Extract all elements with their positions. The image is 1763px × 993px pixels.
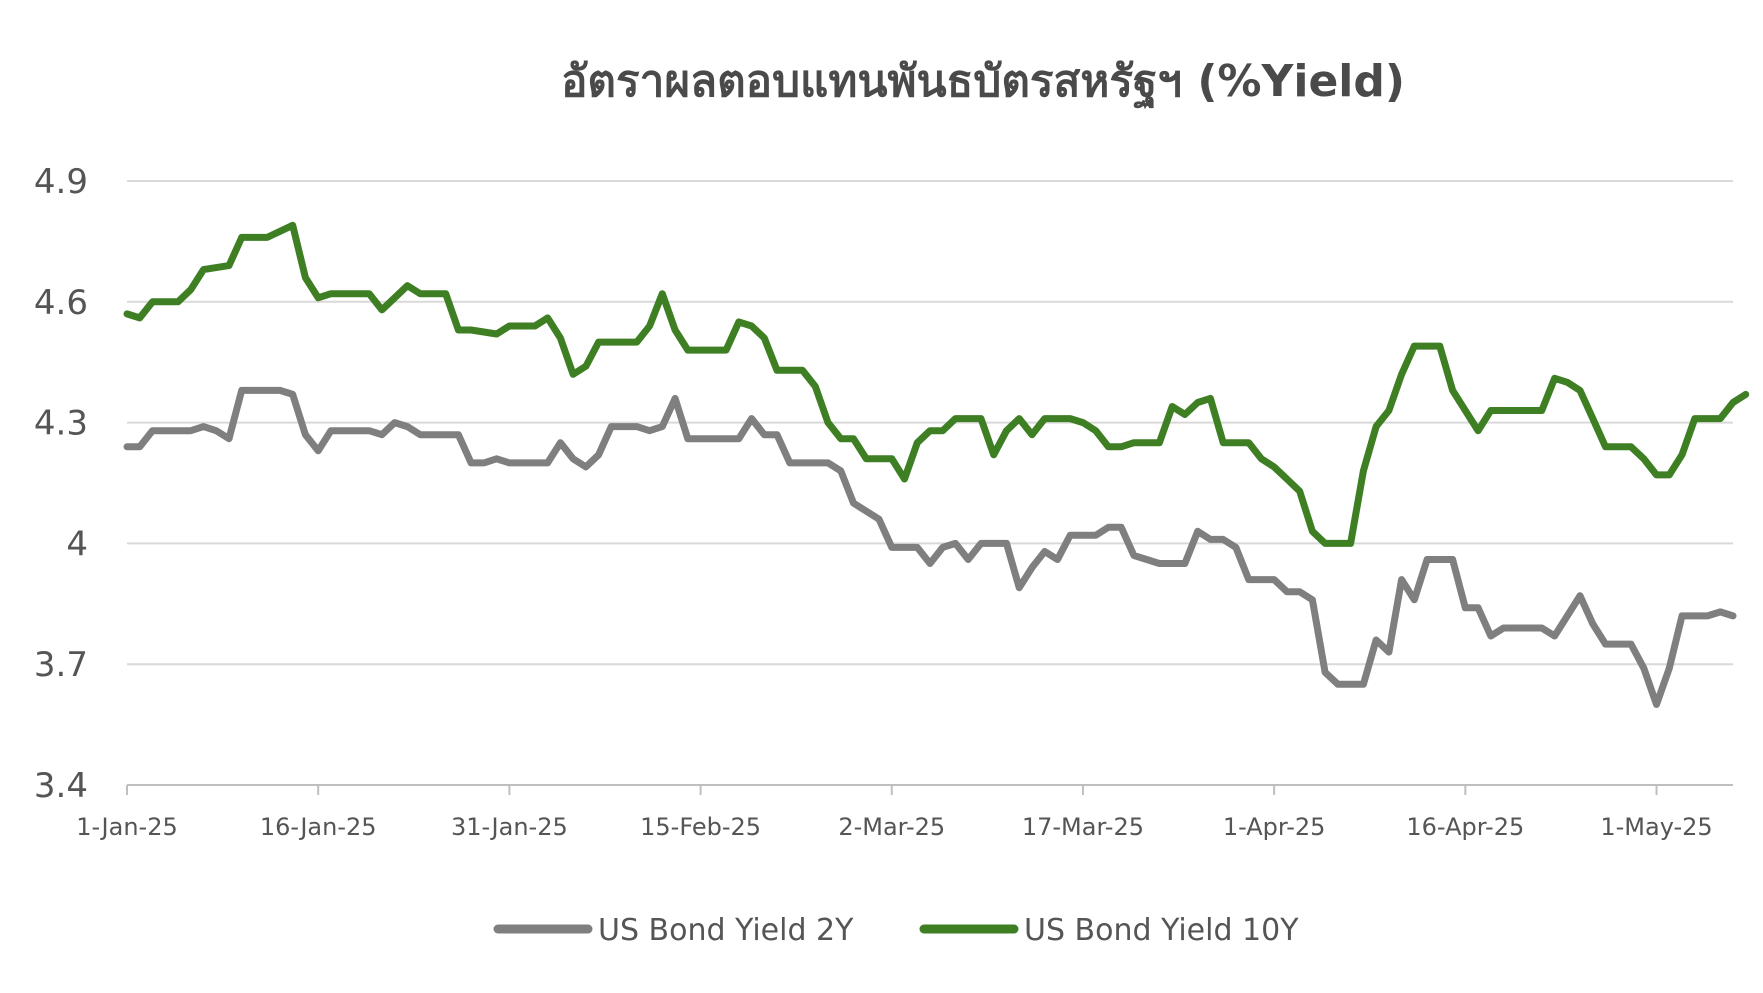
y-tick-label: 4.3 xyxy=(34,404,88,444)
series-lines xyxy=(123,221,1750,708)
x-tick-label: 1-Apr-25 xyxy=(1223,813,1326,841)
y-tick-label: 4.9 xyxy=(34,162,88,202)
legend: US Bond Yield 2Y US Bond Yield 10Y xyxy=(493,913,1299,948)
x-tick-label: 1-May-25 xyxy=(1600,813,1712,841)
axes: 4.9 4.6 4.3 4 3.7 3.4 1-Jan-25 16-Jan-25 31-Jan-… xyxy=(34,162,1733,841)
x-tick-label: 31-Jan-25 xyxy=(451,813,568,841)
legend-label-2y: US Bond Yield 2Y xyxy=(598,913,854,948)
x-tick-label: 17-Mar-25 xyxy=(1022,813,1144,841)
legend-label-10y: US Bond Yield 10Y xyxy=(1024,913,1299,948)
series-line-2y xyxy=(123,386,1737,708)
y-tick-label: 4 xyxy=(66,524,88,564)
x-tick-label: 1-Jan-25 xyxy=(76,813,177,841)
y-tick-label: 4.6 xyxy=(34,283,88,323)
x-tick-label: 15-Feb-25 xyxy=(640,813,761,841)
gridlines xyxy=(127,180,1733,666)
series-line-10y xyxy=(123,221,1750,547)
y-tick-label: 3.7 xyxy=(34,645,88,685)
x-tick-label: 16-Jan-25 xyxy=(260,813,377,841)
y-tick-label: 3.4 xyxy=(34,766,88,806)
x-tick-label: 2-Mar-25 xyxy=(838,813,945,841)
chart-title: อัตราผลตอบแทนพันธบัตรสหรัฐฯ (%Yield) xyxy=(561,56,1405,109)
x-tick-label: 16-Apr-25 xyxy=(1406,813,1524,841)
